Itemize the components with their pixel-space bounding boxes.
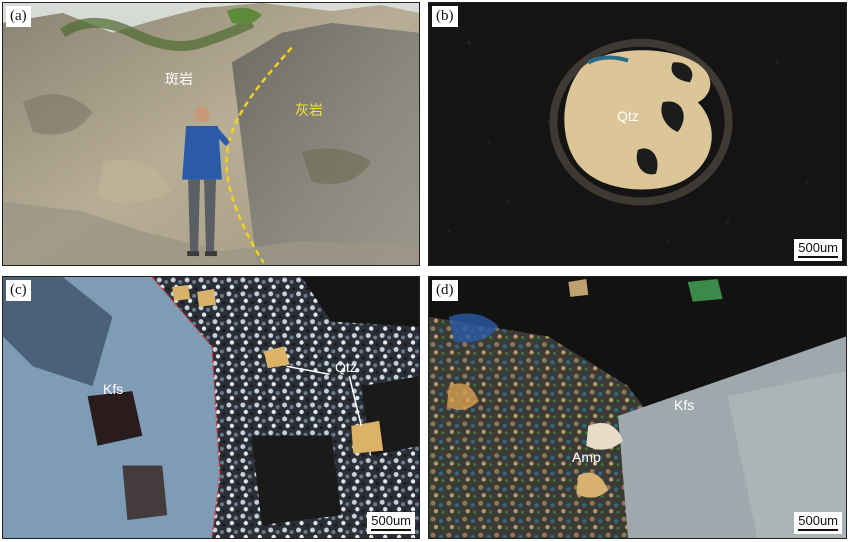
scale-bar-line	[798, 256, 838, 258]
panel-b-micrograph: (b) Qtz 500um	[428, 2, 847, 266]
porphyry-label: 斑岩	[165, 71, 193, 87]
panel-label: (c)	[6, 280, 31, 301]
outcrop-photo	[3, 3, 419, 265]
quartz-micrograph	[429, 3, 846, 265]
kfs-amp-micrograph	[429, 277, 846, 538]
kfs-qtz-micrograph	[3, 277, 419, 538]
person-figure	[182, 106, 230, 257]
qtz-label: Qtz	[617, 108, 639, 124]
qtz-label: Qtz	[335, 359, 357, 375]
scale-bar: 500um	[367, 512, 415, 534]
scale-bar-text: 500um	[371, 513, 411, 528]
amp-label: Amp	[572, 449, 601, 465]
panel-a-outcrop-photo: (a) 斑岩 灰岩	[2, 2, 420, 266]
scale-bar-line	[371, 529, 411, 531]
kfs-label: Kfs	[103, 381, 124, 397]
scale-bar-line	[798, 529, 838, 531]
scale-bar-text: 500um	[798, 240, 838, 255]
panel-d-micrograph: (d) Kfs Amp 500um	[428, 276, 847, 539]
limestone-label: 灰岩	[295, 102, 323, 118]
scale-bar: 500um	[794, 239, 842, 261]
panel-label: (b)	[432, 6, 458, 27]
scale-bar-text: 500um	[798, 513, 838, 528]
kfs-label: Kfs	[674, 397, 695, 413]
panel-label: (a)	[6, 6, 31, 27]
panel-label: (d)	[432, 280, 458, 301]
scale-bar: 500um	[794, 512, 842, 534]
panel-c-micrograph: (c) Kfs Qtz 500um	[2, 276, 420, 539]
